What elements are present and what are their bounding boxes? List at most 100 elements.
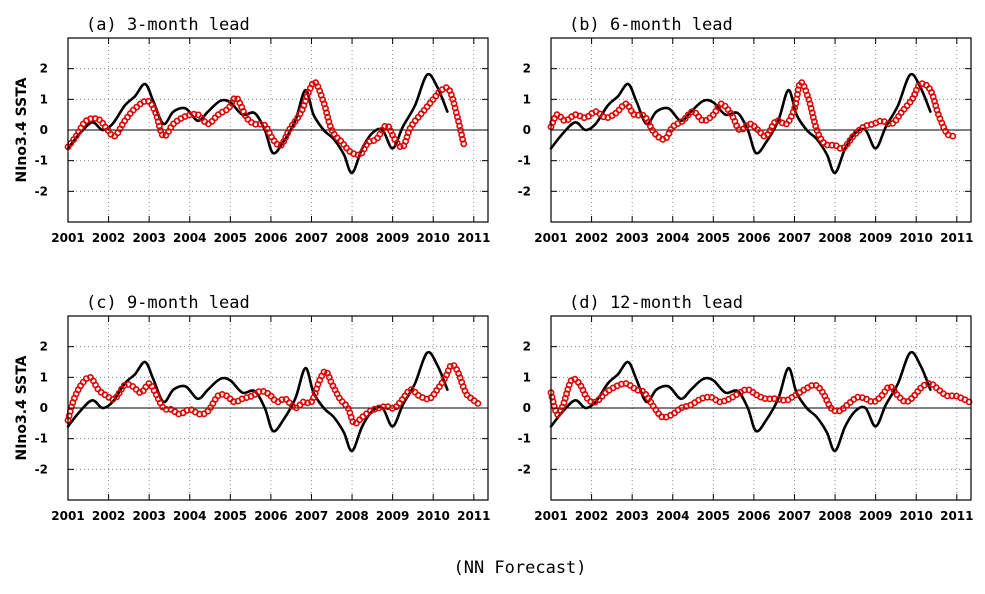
forecast-point xyxy=(836,144,844,152)
x-tick-label: 2001 xyxy=(51,231,84,245)
x-tick-label: 2009 xyxy=(376,231,409,245)
x-tick-label: 2001 xyxy=(534,509,567,523)
forecast-point xyxy=(381,123,389,130)
y-tick-label: 2 xyxy=(40,62,48,76)
x-tick-label: 2007 xyxy=(778,231,811,245)
x-tick-label: 2003 xyxy=(132,509,165,523)
observed-series-line xyxy=(549,350,932,453)
x-tick-label: 2006 xyxy=(254,231,287,245)
x-tick-label: 2003 xyxy=(132,231,165,245)
y-tick-label: 2 xyxy=(40,340,48,354)
x-tick-label: 2006 xyxy=(737,231,770,245)
x-tick-label: 2002 xyxy=(92,231,125,245)
chart-panel-4: 2001 2002 2003 2004 2005 2006 2007 2008 2009 2010… xyxy=(518,293,974,523)
chart-panel-2: 2001 2002 2003 2004 2005 2006 2007 2008 2009 2010… xyxy=(518,15,974,245)
y-tick-label: 1 xyxy=(40,370,48,384)
x-tick-label: 2002 xyxy=(575,231,608,245)
x-tick-label: 2010 xyxy=(900,231,933,245)
y-tick-label: 0 xyxy=(523,401,531,415)
y-tick-label: -1 xyxy=(518,432,531,446)
forecast-point xyxy=(867,397,875,405)
x-tick-label: 2004 xyxy=(656,231,689,245)
y-tick-label: 2 xyxy=(523,340,531,354)
forecast-point xyxy=(949,132,957,140)
x-tick-label: 2002 xyxy=(575,509,608,523)
y-tick-label: 1 xyxy=(40,92,48,106)
forecast-point xyxy=(560,116,568,124)
y-tick-label: 1 xyxy=(523,92,531,106)
panel-title: (b) 6-month lead xyxy=(569,15,733,35)
chart-panel-3: 2001 2002 2003 2004 2005 2006 2007 2008 2009 2010… xyxy=(14,293,491,523)
x-tick-label: 2009 xyxy=(859,509,892,523)
x-tick-label: 2003 xyxy=(615,231,648,245)
x-tick-label: 2001 xyxy=(51,509,84,523)
forecast-point xyxy=(308,80,316,88)
x-tick-label: 2005 xyxy=(697,231,730,245)
x-tick-label: 2005 xyxy=(214,509,247,523)
x-tick-label: 2006 xyxy=(737,509,770,523)
forecast-point xyxy=(446,362,454,370)
forecast-point xyxy=(735,126,743,133)
y-tick-label: 1 xyxy=(523,370,531,384)
y-axis-label: NIno3.4 SSTA xyxy=(14,355,30,460)
chart-panel-1: 2001 2002 2003 2004 2005 2006 2007 2008 2009 2010… xyxy=(14,15,491,245)
forecast-point xyxy=(474,399,482,407)
x-tick-label: 2001 xyxy=(534,231,567,245)
x-tick-label: 2004 xyxy=(173,231,206,245)
panel-title: (a) 3-month lead xyxy=(86,15,250,35)
x-tick-label: 2004 xyxy=(656,509,689,523)
x-tick-label: 2005 xyxy=(697,509,730,523)
x-tick-label: 2002 xyxy=(92,509,125,523)
y-tick-label: -2 xyxy=(518,184,531,198)
y-tick-label: -1 xyxy=(35,154,48,168)
observed-series-line xyxy=(549,72,932,175)
x-tick-label: 2007 xyxy=(295,231,328,245)
x-tick-label: 2009 xyxy=(376,509,409,523)
x-tick-label: 2011 xyxy=(940,231,973,245)
y-tick-label: -2 xyxy=(518,462,531,476)
x-tick-label: 2010 xyxy=(417,509,450,523)
y-tick-label: 0 xyxy=(40,123,48,137)
y-tick-label: -1 xyxy=(35,432,48,446)
forecast-point xyxy=(349,418,357,425)
x-tick-label: 2006 xyxy=(254,509,287,523)
x-tick-label: 2003 xyxy=(615,509,648,523)
figure-footer: (NN Forecast) xyxy=(453,558,586,578)
y-axis-label: NIno3.4 SSTA xyxy=(14,77,30,182)
forecast-point xyxy=(396,143,404,150)
x-tick-label: 2007 xyxy=(295,509,328,523)
x-tick-label: 2010 xyxy=(900,509,933,523)
x-tick-label: 2008 xyxy=(818,509,851,523)
y-tick-label: -1 xyxy=(518,154,531,168)
forecast-point xyxy=(965,398,973,406)
panel-title: (d) 12-month lead xyxy=(569,293,743,313)
x-tick-label: 2011 xyxy=(457,231,490,245)
x-tick-label: 2009 xyxy=(859,231,892,245)
forecast-point xyxy=(158,131,166,139)
y-tick-label: -2 xyxy=(35,462,48,476)
forecast-point xyxy=(278,396,286,403)
y-tick-label: 2 xyxy=(523,62,531,76)
x-tick-label: 2004 xyxy=(173,509,206,523)
forecast-point xyxy=(884,384,891,392)
forecast-point xyxy=(460,140,468,148)
x-tick-label: 2011 xyxy=(940,509,973,523)
x-tick-label: 2010 xyxy=(417,231,450,245)
y-tick-label: 0 xyxy=(523,123,531,137)
x-tick-label: 2008 xyxy=(335,509,368,523)
y-tick-label: -2 xyxy=(35,184,48,198)
x-tick-label: 2008 xyxy=(335,231,368,245)
forecast-point xyxy=(230,95,238,103)
forecast-point xyxy=(698,116,706,124)
x-tick-label: 2005 xyxy=(214,231,247,245)
x-tick-label: 2007 xyxy=(778,509,811,523)
observed-series-line xyxy=(66,350,449,453)
y-tick-label: 0 xyxy=(40,401,48,415)
forecast-point xyxy=(273,140,281,148)
forecast-point xyxy=(320,368,328,376)
x-tick-label: 2008 xyxy=(818,231,851,245)
panel-title: (c) 9-month lead xyxy=(86,293,250,313)
forecast-point xyxy=(900,397,907,405)
x-tick-label: 2011 xyxy=(457,509,490,523)
